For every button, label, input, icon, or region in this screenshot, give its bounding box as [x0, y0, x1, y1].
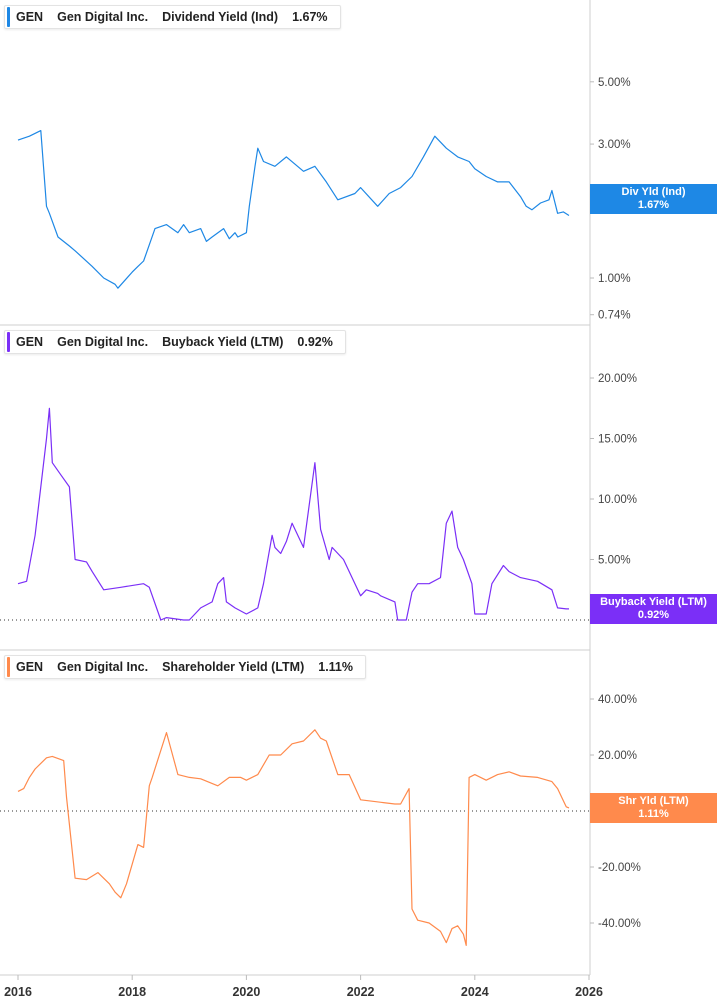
y-tick-label: 5.00%	[598, 555, 631, 567]
y-tick-label: 0.74%	[598, 310, 631, 322]
legend-company: Gen Digital Inc.	[57, 10, 149, 24]
flag-buyback: Buyback Yield (LTM) 0.92%	[590, 594, 717, 624]
flag-shareholder-label: Shr Yld (LTM)	[618, 795, 689, 807]
legend-metric: Buyback Yield (LTM)	[162, 335, 284, 349]
y-tick-label: 40.00%	[598, 694, 637, 706]
legend-value: 0.92%	[297, 335, 333, 349]
x-tick-label: 2026	[575, 985, 603, 999]
legend-ticker: GEN	[16, 10, 44, 24]
x-tick-label: 2016	[4, 985, 32, 999]
flag-shareholder: Shr Yld (LTM) 1.11%	[590, 793, 717, 823]
y-tick-label: 5.00%	[598, 77, 631, 89]
x-tick-label: 2018	[118, 985, 146, 999]
flag-buyback-label: Buyback Yield (LTM)	[600, 596, 707, 608]
flag-dividend-label: Div Yld (Ind)	[621, 186, 686, 198]
y-tick-label: 20.00%	[598, 373, 637, 385]
y-tick-label: 1.00%	[598, 273, 631, 285]
legend-buyback: GEN Gen Digital Inc. Buyback Yield (LTM)…	[4, 330, 346, 354]
legend-dividend: GEN Gen Digital Inc. Dividend Yield (Ind…	[4, 5, 341, 29]
series-line-shareholder	[17, 729, 570, 946]
legend-value: 1.11%	[318, 660, 354, 674]
legend-ticker: GEN	[16, 335, 44, 349]
legend-company: Gen Digital Inc.	[57, 335, 149, 349]
flag-dividend: Div Yld (Ind) 1.67%	[590, 184, 717, 214]
x-tick-label: 2022	[347, 985, 375, 999]
series-line-dividend	[17, 130, 570, 289]
legend-shareholder: GEN Gen Digital Inc. Shareholder Yield (…	[4, 655, 367, 679]
legend-ticker: GEN	[16, 660, 44, 674]
legend-metric: Dividend Yield (Ind)	[162, 10, 279, 24]
flag-buyback-value: 0.92%	[637, 609, 670, 621]
y-tick-label: 15.00%	[598, 434, 637, 446]
flag-shareholder-value: 1.11%	[638, 808, 669, 820]
x-tick-label: 2020	[232, 985, 260, 999]
y-tick-label: 20.00%	[598, 750, 637, 762]
flag-dividend-value: 1.67%	[637, 199, 670, 211]
series-line-buyback	[17, 407, 569, 621]
legend-shareholder-color	[7, 657, 10, 677]
y-tick-label: -40.00%	[598, 918, 641, 930]
legend-company: Gen Digital Inc.	[57, 660, 149, 674]
legend-value: 1.67%	[292, 10, 328, 24]
y-tick-label: -20.00%	[598, 862, 641, 874]
legend-buyback-color	[7, 332, 10, 352]
x-tick-label: 2024	[461, 985, 489, 999]
legend-metric: Shareholder Yield (LTM)	[162, 660, 305, 674]
legend-dividend-color	[7, 7, 10, 27]
y-tick-label: 10.00%	[598, 494, 637, 506]
y-tick-label: 3.00%	[598, 139, 631, 151]
